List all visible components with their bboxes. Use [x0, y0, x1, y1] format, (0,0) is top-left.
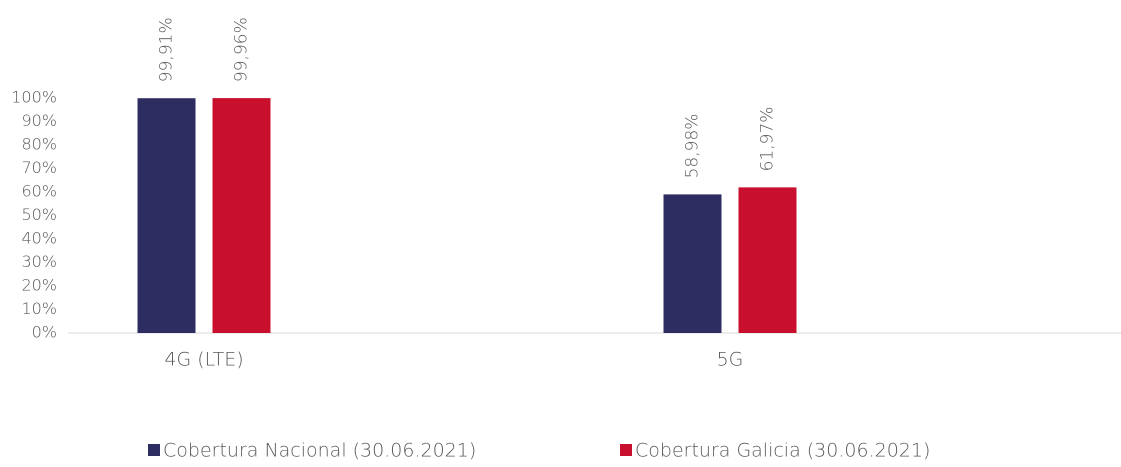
value-label: 58,98% [683, 114, 703, 179]
bar [663, 194, 722, 333]
value-label: 99,96% [232, 17, 252, 82]
value-label: 99,91% [157, 17, 177, 82]
y-tick-label: 100% [11, 88, 57, 107]
y-tick-label: 70% [21, 158, 57, 177]
bar [212, 98, 271, 334]
y-tick-label: 10% [21, 299, 57, 318]
y-tick-label: 50% [21, 205, 57, 224]
y-tick-label: 20% [21, 276, 57, 295]
legend-swatch [620, 444, 632, 456]
y-tick-label: 90% [21, 111, 57, 130]
legend-label: Cobertura Galicia (30.06.2021) [635, 440, 930, 462]
y-tick-label: 80% [21, 135, 57, 154]
bar [738, 187, 797, 333]
y-tick-label: 30% [21, 252, 57, 271]
y-tick-label: 40% [21, 229, 57, 248]
legend-label: Cobertura Nacional (30.06.2021) [163, 440, 476, 462]
x-tick-label: 4G (LTE) [164, 349, 243, 371]
y-tick-label: 60% [21, 182, 57, 201]
y-tick-label: 0% [32, 323, 57, 342]
x-tick-label: 5G [717, 349, 744, 371]
value-label: 61,97% [758, 107, 778, 172]
legend-swatch [148, 444, 160, 456]
bar [137, 98, 196, 333]
